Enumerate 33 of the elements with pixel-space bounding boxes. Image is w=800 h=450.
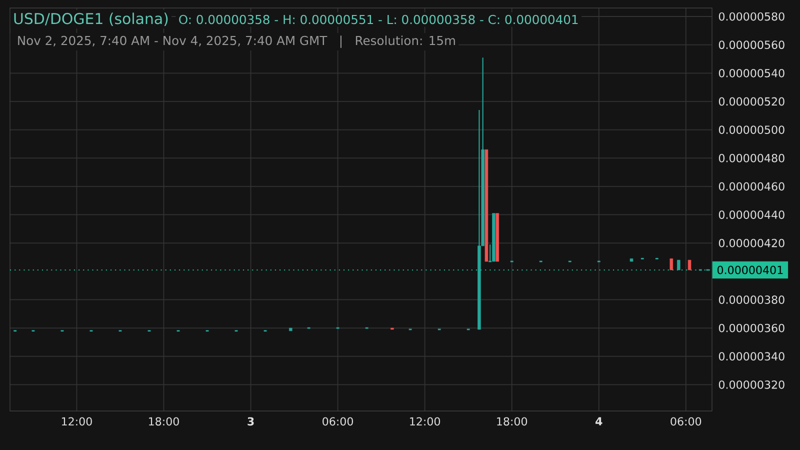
y-tick-label: 0.00000420: [718, 238, 784, 248]
y-tick-label: 0.00000460: [718, 182, 784, 191]
annotation: O: 0.00000358 - H: 0.00000551 - L: 0.00000358 - C: 0.00000401: [179, 14, 578, 24]
y-tick-label: 0.00000440: [718, 210, 784, 219]
text: Nov 2, 2025, 7:40 AM - Nov 4, 2025, 7:40 AM GMT | Resolution: 15m: [18, 36, 455, 48]
x-tick-label: 4: [596, 417, 602, 426]
candlestick: [630, 258, 634, 262]
y-tick-label: 0.00000540: [718, 68, 784, 78]
y-tick-label: 0.00000480: [718, 154, 784, 162]
candlestick: [484, 149, 488, 262]
candlestick: [492, 213, 496, 262]
y-tick-label: 0.00000580: [718, 12, 784, 21]
x-tick-label: 12:00: [62, 417, 92, 426]
x-tick-label: 18:00: [497, 417, 528, 426]
y-tick-label: 0.00000340: [718, 352, 784, 361]
candlestick: [688, 260, 692, 270]
x-tick-label: 06:00: [670, 417, 702, 426]
y-tick-label: 0.00000520: [718, 97, 784, 106]
x-tick-label: 18:00: [149, 417, 179, 426]
candlestick: [496, 213, 499, 262]
candlestick: [677, 260, 680, 270]
y-tick-label: 0.00000560: [718, 40, 784, 50]
ref-line-label: 0.00000401: [717, 266, 783, 274]
y-tick-label: 0.00000500: [718, 126, 784, 134]
y-tick-label: 0.00000320: [718, 380, 784, 389]
x-tick-label: 3: [248, 417, 254, 426]
x-tick-label: 12:00: [410, 417, 440, 426]
x-tick-label: 06:00: [322, 417, 354, 426]
y-tick-label: 0.00000380: [718, 296, 784, 304]
candlestick: [670, 258, 674, 270]
y-tick-label: 0.00000360: [718, 324, 784, 332]
chart-title: USD/DOGE1 (solana): [14, 12, 168, 26]
candlestick: [289, 328, 292, 332]
